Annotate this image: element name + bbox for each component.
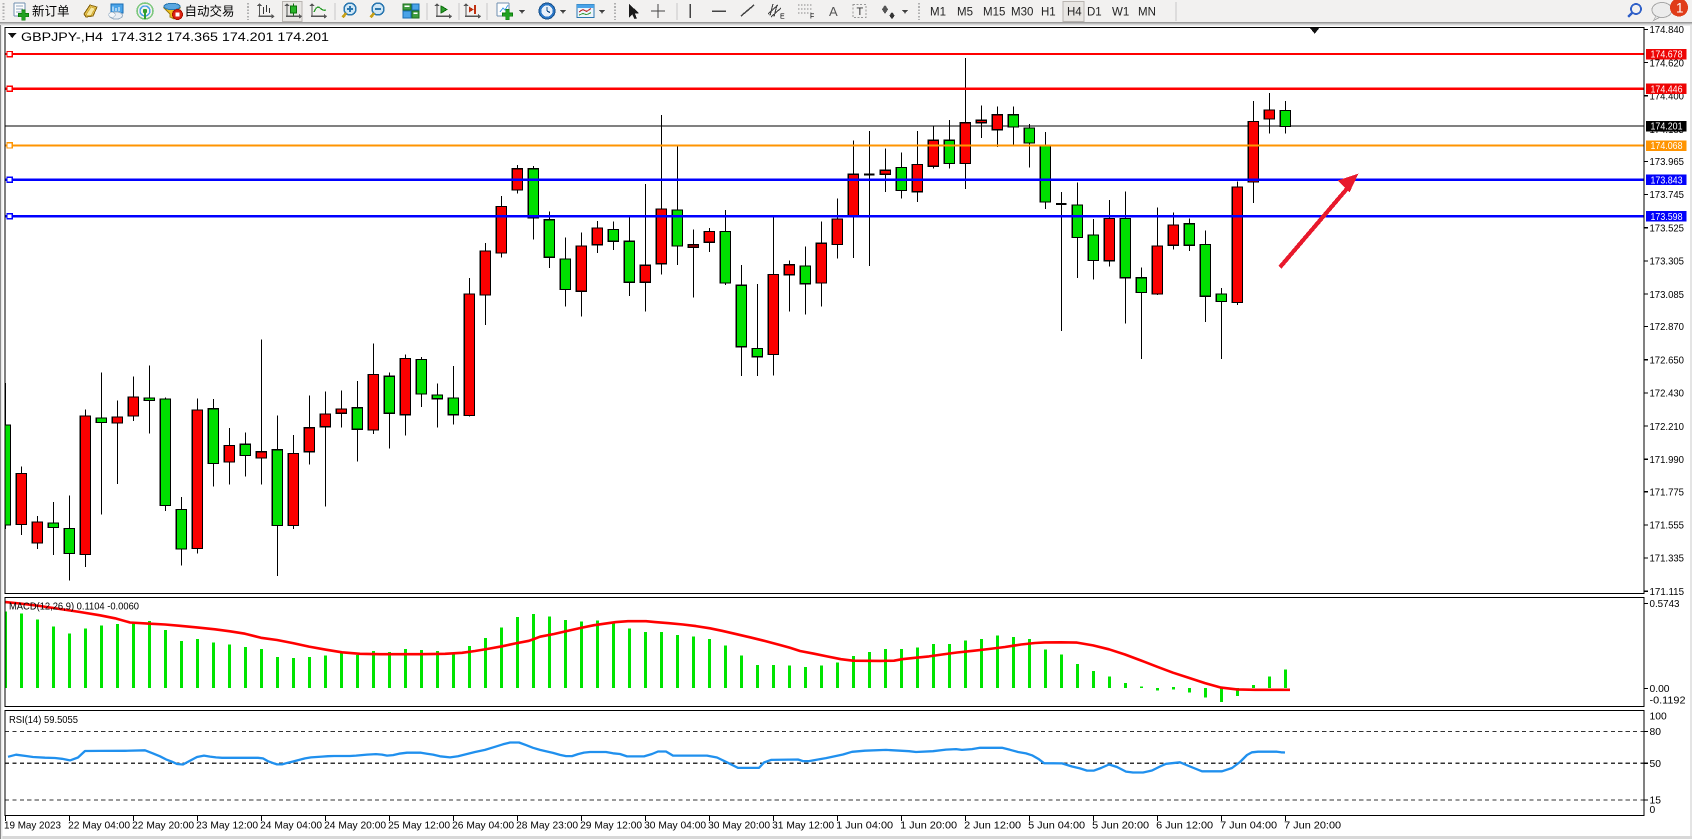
svg-text:173.843: 173.843 [1651,175,1683,186]
svg-text:15: 15 [1650,796,1662,807]
svg-text:24 May 04:00: 24 May 04:00 [260,820,322,831]
svg-text:1 Jun 20:00: 1 Jun 20:00 [900,820,957,831]
svg-text:31 May 12:00: 31 May 12:00 [772,820,834,831]
svg-text:24 May 20:00: 24 May 20:00 [324,820,386,831]
svg-text:MN: MN [1138,7,1156,19]
svg-text:5 Jun 20:00: 5 Jun 20:00 [1092,820,1149,831]
svg-text:H1: H1 [1041,7,1056,19]
svg-text:D1: D1 [1087,7,1102,19]
svg-text:A: A [829,4,838,19]
svg-text:0.00: 0.00 [1650,684,1670,695]
svg-text:E: E [780,14,785,21]
svg-text:173.745: 173.745 [1650,190,1685,201]
svg-text:GBPJPY-,H4 174.312 174.365 17: GBPJPY-,H4 174.312 174.365 174.201 174.2… [21,30,329,44]
svg-text:173.525: 173.525 [1650,223,1685,234]
svg-text:100: 100 [1650,712,1667,723]
svg-text:0.5743: 0.5743 [1650,599,1680,610]
svg-text:28 May 23:00: 28 May 23:00 [516,820,578,831]
svg-text:H4: H4 [1067,7,1082,19]
svg-text:30 May 20:00: 30 May 20:00 [708,820,770,831]
svg-text:171.115: 171.115 [1650,587,1685,598]
svg-text:26 May 04:00: 26 May 04:00 [452,820,514,831]
svg-text:23 May 12:00: 23 May 12:00 [196,820,258,831]
svg-text:7 Jun 20:00: 7 Jun 20:00 [1284,820,1341,831]
svg-text:1 Jun 04:00: 1 Jun 04:00 [836,820,893,831]
svg-text:22 May 20:00: 22 May 20:00 [132,820,194,831]
svg-text:171.775: 171.775 [1650,487,1685,498]
svg-text:M1: M1 [930,7,946,19]
svg-text:174.446: 174.446 [1651,84,1683,95]
svg-text:172.650: 172.650 [1650,355,1685,366]
svg-text:新订单: 新订单 [32,4,70,19]
svg-text:171.990: 171.990 [1650,455,1685,466]
svg-text:173.965: 173.965 [1650,157,1685,168]
svg-text:171.555: 171.555 [1650,521,1685,532]
svg-text:7 Jun 04:00: 7 Jun 04:00 [1220,820,1277,831]
svg-text:173.305: 173.305 [1650,257,1685,268]
svg-text:19 May 2023: 19 May 2023 [4,820,61,831]
svg-text:1: 1 [1676,0,1684,15]
svg-text:174.678: 174.678 [1651,50,1683,61]
svg-text:30 May 04:00: 30 May 04:00 [644,820,706,831]
svg-text:22 May 04:00: 22 May 04:00 [68,820,130,831]
svg-text:T: T [857,6,864,18]
svg-text:173.598: 173.598 [1651,212,1683,223]
svg-text:W1: W1 [1112,7,1129,19]
svg-text:MACD(12,26,9) 0.1104 -0.0060: MACD(12,26,9) 0.1104 -0.0060 [9,601,139,612]
svg-text:RSI(14) 59.5055: RSI(14) 59.5055 [9,715,78,726]
svg-text:174.201: 174.201 [1651,122,1683,133]
svg-text:174.068: 174.068 [1651,141,1683,152]
svg-text:6 Jun 12:00: 6 Jun 12:00 [1156,820,1213,831]
svg-text:自动交易: 自动交易 [185,4,235,19]
svg-text:174.620: 174.620 [1650,58,1685,69]
svg-text:172.210: 172.210 [1650,422,1685,433]
svg-text:M30: M30 [1011,7,1033,19]
svg-text:174.400: 174.400 [1650,91,1685,102]
svg-text:80: 80 [1650,727,1662,738]
svg-text:174.840: 174.840 [1650,25,1685,36]
svg-text:173.085: 173.085 [1650,290,1685,301]
svg-text:50: 50 [1650,759,1662,770]
svg-text:172.430: 172.430 [1650,389,1685,400]
svg-text:2 Jun 12:00: 2 Jun 12:00 [964,820,1021,831]
svg-text:25 May 12:00: 25 May 12:00 [388,820,450,831]
svg-text:0: 0 [1650,805,1656,816]
svg-text:171.335: 171.335 [1650,554,1685,565]
svg-text:-0.1192: -0.1192 [1650,695,1686,706]
svg-text:F: F [810,14,814,21]
svg-text:29 May 12:00: 29 May 12:00 [580,820,642,831]
svg-text:5 Jun 04:00: 5 Jun 04:00 [1028,820,1085,831]
svg-text:M5: M5 [957,7,973,19]
svg-text:172.870: 172.870 [1650,322,1685,333]
svg-text:M15: M15 [983,7,1005,19]
